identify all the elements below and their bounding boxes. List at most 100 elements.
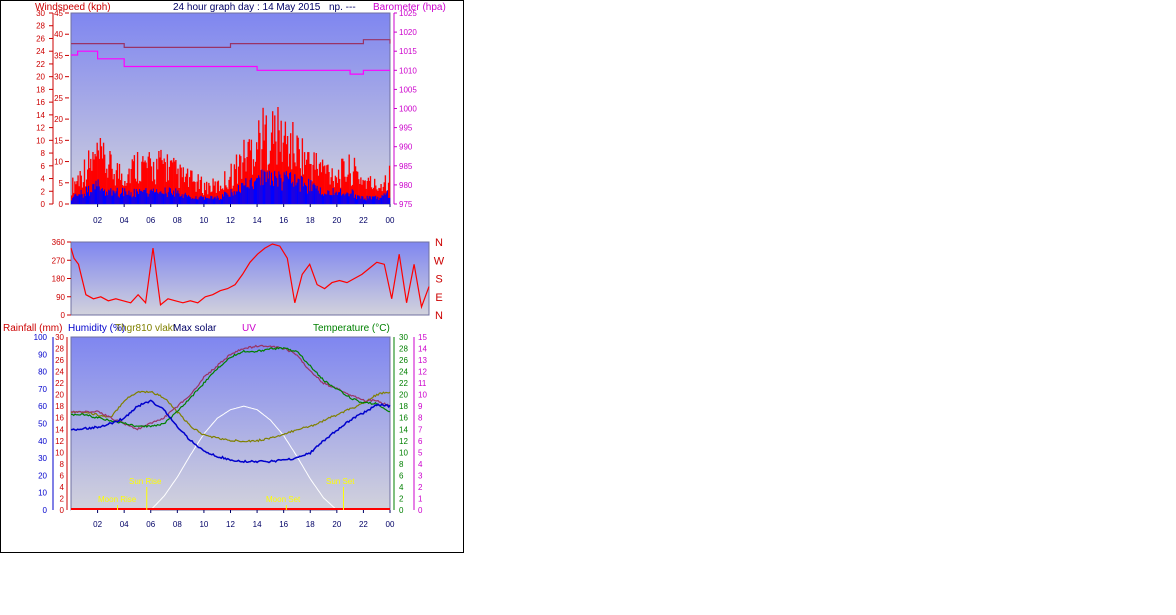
wind-avg-bar bbox=[257, 177, 259, 204]
wind-avg-bar bbox=[95, 180, 97, 204]
wind-avg-bar bbox=[124, 188, 126, 204]
wind-gust-bar bbox=[165, 181, 167, 204]
wind-gust-bar bbox=[100, 146, 103, 204]
wind-avg-bar bbox=[156, 189, 158, 204]
wind-avg-bar bbox=[385, 193, 388, 204]
wind-avg-bar bbox=[267, 178, 270, 204]
wind-avg-bar bbox=[117, 196, 120, 204]
wind-gust-bar bbox=[361, 184, 363, 204]
wind-gust-bar bbox=[293, 153, 295, 204]
wind-avg-bar bbox=[371, 196, 374, 204]
wind-avg-bar bbox=[326, 194, 328, 204]
wind-avg-bar bbox=[153, 192, 156, 204]
wind-gust-bar bbox=[219, 185, 222, 204]
barometer-tick-label: 1020 bbox=[399, 28, 417, 37]
wind-avg-bar bbox=[307, 193, 309, 204]
wind-gust-bar bbox=[375, 185, 377, 204]
wind-gust-bar bbox=[152, 161, 155, 204]
wind-avg-bar bbox=[79, 194, 81, 204]
moon-rise-label: Moon Rise bbox=[98, 495, 137, 504]
wind-avg-bar bbox=[259, 177, 261, 204]
wind-avg-bar bbox=[227, 194, 229, 204]
wind-gust-bar bbox=[383, 182, 385, 204]
wind-avg-bar bbox=[266, 171, 269, 204]
wind-avg-bar bbox=[360, 198, 362, 204]
wind-kph-tick-label: 10 bbox=[36, 136, 45, 145]
temperature-line bbox=[70, 346, 391, 428]
wind-direction-line bbox=[70, 243, 430, 310]
wind-gust-bar bbox=[214, 181, 216, 204]
wind-avg-bar bbox=[299, 191, 301, 204]
moon-set-label: Moon Set bbox=[266, 495, 301, 504]
wind-avg-bar bbox=[309, 191, 311, 204]
wind-gust-bar bbox=[97, 150, 99, 204]
uv-tick-label: 11 bbox=[418, 379, 427, 388]
wind-avg-bar bbox=[361, 196, 363, 204]
wind-avg-bar bbox=[348, 196, 350, 204]
wind-avg-bar bbox=[220, 199, 223, 204]
wind-gust-bar bbox=[378, 187, 380, 204]
wind-gust-bar bbox=[326, 165, 328, 204]
wind-avg-bar bbox=[141, 190, 143, 204]
wind-avg-bar bbox=[87, 192, 89, 204]
wind-avg-bar bbox=[317, 190, 320, 204]
wind-gust-bar bbox=[366, 181, 368, 204]
x1-tick-label: 14 bbox=[253, 216, 262, 225]
wind-gust-bar bbox=[161, 160, 163, 204]
wind-gust-bar bbox=[320, 172, 323, 204]
barometer-max-line bbox=[71, 39, 391, 48]
wind-avg-bar bbox=[352, 190, 355, 204]
wind-gust-bar bbox=[299, 168, 301, 204]
wind-avg-bar bbox=[151, 191, 154, 204]
barometer-tick-label: 990 bbox=[399, 143, 413, 152]
wind-avg-bar bbox=[138, 194, 140, 204]
wind-avg-bar bbox=[71, 200, 73, 204]
wind-gust-bar bbox=[87, 169, 89, 204]
wind-avg-bar bbox=[112, 190, 114, 204]
wind-avg-bar bbox=[364, 198, 366, 204]
x3-tick-label: 18 bbox=[306, 520, 315, 529]
temp-tick-label: 14 bbox=[399, 425, 408, 434]
wind-avg-bar bbox=[89, 195, 91, 204]
wind-avg-bar bbox=[274, 171, 276, 204]
wind-avg-bar bbox=[105, 195, 107, 204]
wind-gust-bar bbox=[354, 166, 357, 204]
wind-gust-bar bbox=[368, 180, 371, 204]
wind-gust-bar bbox=[304, 164, 307, 204]
wind-gust-bar bbox=[136, 152, 139, 204]
wind-kph-tick-label: 12 bbox=[36, 124, 45, 133]
wind-dir-tick-label: 360 bbox=[52, 238, 66, 247]
wind-avg-bar bbox=[131, 197, 133, 204]
x1-tick-label: 08 bbox=[173, 216, 182, 225]
wind-avg-bar bbox=[145, 188, 147, 204]
wind-avg-bar bbox=[344, 195, 346, 204]
wind-avg-bar bbox=[84, 196, 87, 204]
wind-gust-bar bbox=[273, 143, 275, 204]
wind-avg-bar bbox=[177, 190, 179, 204]
wind-avg-bar bbox=[205, 196, 207, 204]
wind-avg-bar bbox=[272, 180, 274, 204]
wind-dir-tick-label: 180 bbox=[52, 275, 66, 284]
x3-tick-label: 00 bbox=[386, 520, 395, 529]
compass-label: N bbox=[435, 310, 443, 322]
wind-gust-bar bbox=[367, 177, 370, 204]
wind-gust-bar bbox=[121, 173, 123, 204]
rain-tick-label: 26 bbox=[55, 356, 64, 365]
wind-gust-bar bbox=[95, 156, 97, 204]
wind-avg-bar bbox=[125, 191, 127, 204]
wind-gust-bar bbox=[262, 107, 264, 204]
wind-avg-bar bbox=[135, 189, 138, 204]
wind-gust-bar bbox=[228, 179, 230, 204]
wind-gust-bar bbox=[308, 152, 310, 204]
wind-gust-bar bbox=[184, 176, 187, 204]
wind-avg-bar bbox=[219, 198, 222, 204]
thgr810-line bbox=[70, 390, 391, 443]
uv-tick-label: 14 bbox=[418, 345, 427, 354]
humidity-tick-label: 90 bbox=[38, 350, 47, 359]
temp-tick-label: 4 bbox=[399, 483, 404, 492]
wind-avg-bar bbox=[376, 198, 378, 204]
wind-gust-bar bbox=[102, 142, 105, 204]
wind-avg-bar bbox=[291, 183, 293, 204]
wind-avg-bar bbox=[263, 170, 265, 204]
wind-avg-bar bbox=[163, 194, 165, 204]
